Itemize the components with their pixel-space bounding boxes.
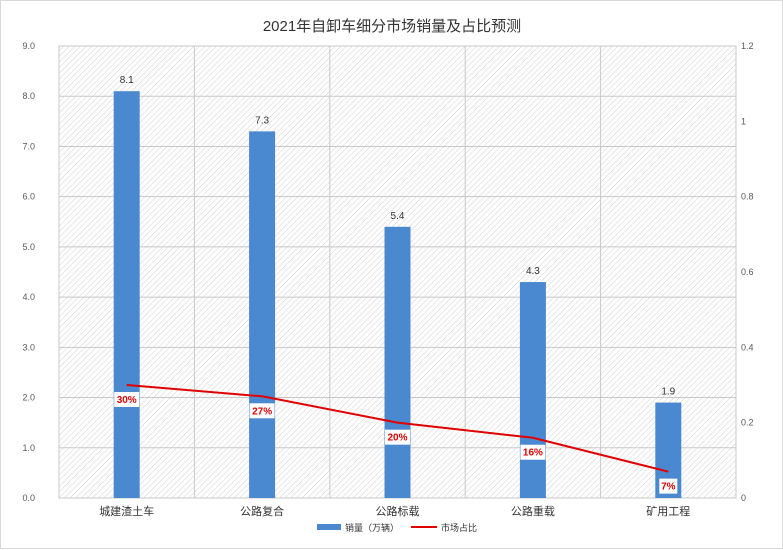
legend: 销量（万辆） 市场占比: [317, 522, 477, 533]
category-label: 公路复合: [240, 504, 284, 518]
right-tick-label: 0.2: [741, 418, 754, 428]
line-value-label: 7%: [661, 482, 676, 493]
left-tick-label: 9.0: [22, 41, 35, 51]
left-tick-label: 0.0: [22, 493, 35, 503]
line-label-bg: [114, 392, 140, 407]
bar-value-label: 7.3: [255, 115, 269, 126]
chart-title: 2021年自卸车细分市场销量及占比预测: [263, 18, 521, 35]
left-tick-label: 3.0: [22, 342, 35, 352]
right-tick-label: 0.8: [741, 192, 754, 202]
grid-lines: [59, 46, 736, 498]
right-tick-label: 0.4: [741, 342, 754, 352]
line-label-bg: [520, 444, 546, 460]
bar: [384, 226, 411, 499]
line-value-label: 27%: [252, 406, 272, 417]
legend-swatch-bar: [317, 524, 341, 530]
line-label-bg: [385, 429, 410, 445]
line-value-label: 30%: [117, 395, 137, 406]
bar-value-label: 5.4: [391, 211, 405, 222]
bar: [113, 91, 140, 498]
bar-value-label: 4.3: [526, 266, 540, 277]
right-tick-label: 1: [741, 116, 746, 126]
category-axis: 城建渣土车 公路复合 公路标载 公路重载 矿用工程: [99, 504, 690, 518]
legend-label-bar: 销量（万辆）: [345, 522, 399, 533]
bar-value-label: 1.9: [661, 387, 675, 398]
line-label-bg: [659, 478, 678, 494]
category-label: 公路重载: [511, 504, 555, 518]
left-tick-label: 6.0: [22, 192, 35, 202]
left-tick-label: 4.0: [22, 292, 35, 302]
bar: [249, 131, 276, 498]
legend-label-line: 市场占比: [441, 522, 477, 533]
bar-series: 8.1 7.3 5.4 4.3 1.9: [113, 75, 682, 499]
bar-value-label: 8.1: [120, 75, 134, 86]
category-label: 公路标载: [376, 504, 420, 518]
left-tick-label: 7.0: [22, 141, 35, 151]
left-tick-label: 2.0: [22, 393, 35, 403]
category-label: 矿用工程: [646, 505, 690, 518]
line-value-label: 20%: [387, 433, 407, 444]
bar: [519, 282, 546, 498]
line-label-bg: [249, 403, 275, 419]
right-tick-label: 1.2: [741, 41, 754, 51]
left-tick-label: 1.0: [22, 443, 35, 453]
right-tick-label: 0.6: [741, 267, 754, 277]
right-axis: 0 0.2 0.4 0.6 0.8 1 1.2: [741, 41, 754, 503]
left-tick-label: 5.0: [22, 242, 35, 252]
category-label: 城建渣土车: [99, 504, 154, 518]
share-line: [126, 384, 669, 473]
line-value-label: 16%: [523, 448, 543, 459]
right-tick-label: 0: [741, 493, 746, 503]
left-axis: 0.0 1.0 2.0 3.0 4.0 5.0 6.0 7.0 8.0 9.0: [22, 41, 35, 503]
left-tick-label: 8.0: [22, 91, 35, 101]
line-series: 30% 27% 20% 16% 7%: [114, 384, 678, 494]
